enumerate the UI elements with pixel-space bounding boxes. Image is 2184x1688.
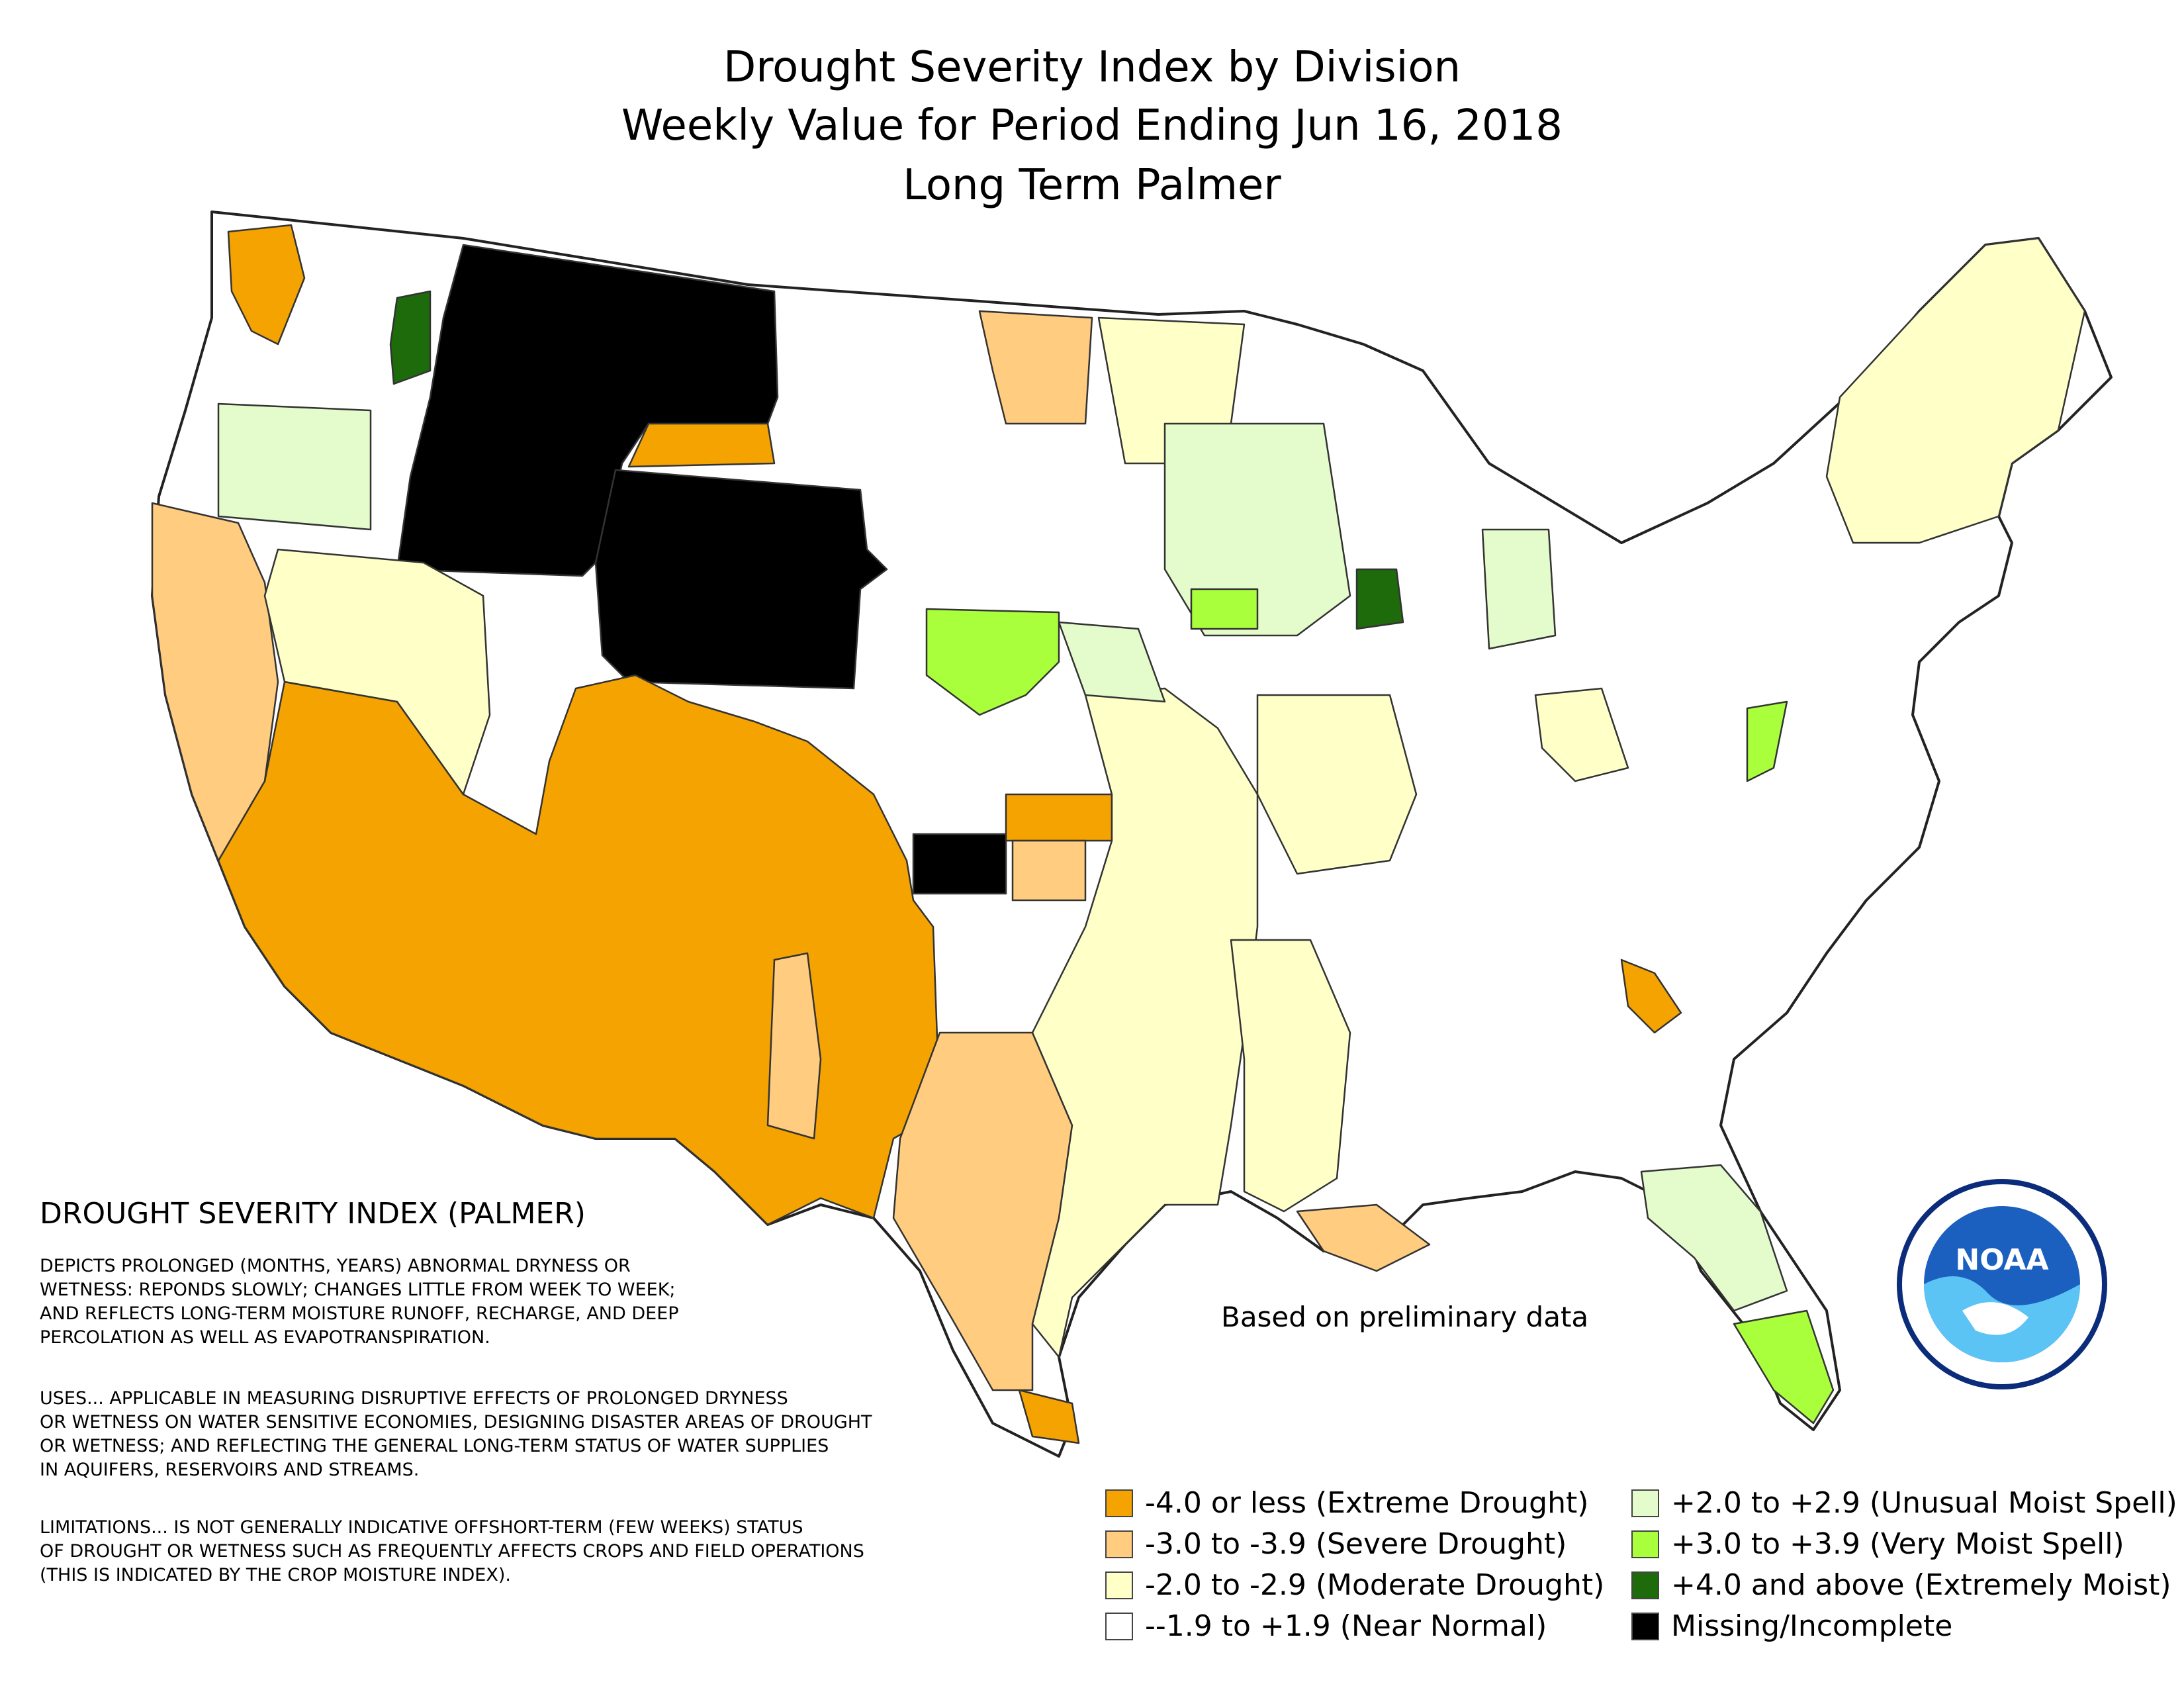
region-extremely-moist-washington [389,290,432,385]
noaa-logo-text: NOAA [1955,1243,2048,1277]
noaa-logo-icon: NOAA [1897,1179,2107,1389]
map-subtitle-period: Weekly Value for Period Ending Jun 16, 2… [621,101,1563,150]
legend-label: -2.0 to -2.9 (Moderate Drought) [1145,1568,1605,1602]
legend-left-column: -4.0 or less (Extreme Drought) -3.0 to -… [1105,1483,1604,1647]
region-severe-drought-louisiana [1296,1203,1431,1272]
region-unusual-moist-nebraska [1058,621,1166,703]
region-moderate-drought-new-england [1825,237,2086,544]
region-unusual-moist-florida [1640,1164,1788,1312]
region-extreme-drought-washington [227,224,306,346]
region-extreme-drought-wyoming-n [627,422,776,468]
legend-item: +2.0 to +2.9 (Unusual Moist Spell) [1631,1483,2177,1524]
legend-label: +2.0 to +2.9 (Unusual Moist Spell) [1671,1486,2177,1520]
region-moderate-drought-plains [1031,687,1259,1358]
region-moderate-drought-nevada [263,548,491,796]
legend-swatch [1631,1571,1659,1599]
map-title: Drought Severity Index by Division [723,43,1461,92]
region-severe-drought-oklahoma [1011,839,1087,902]
region-very-moist-nebraska [925,608,1060,716]
region-severe-drought-california [151,502,279,862]
legend-item: -2.0 to -2.9 (Moderate Drought) [1105,1565,1604,1606]
legend-swatch [1105,1489,1133,1517]
map-subtitle-index: Long Term Palmer [903,161,1281,210]
legend-label: -4.0 or less (Extreme Drought) [1145,1486,1589,1520]
region-unusual-moist-oregon [217,402,372,531]
region-moderate-drought-ohio [1534,687,1629,782]
legend-item: --1.9 to +1.9 (Near Normal) [1105,1606,1604,1647]
legend-item: Missing/Incomplete [1631,1606,2177,1647]
region-extreme-drought-kansas [1005,793,1113,842]
region-unusual-moist-michigan [1481,528,1557,650]
legend-swatch [1631,1489,1659,1517]
legend-swatch [1105,1613,1133,1640]
region-moderate-drought-midwest [1256,694,1418,875]
region-unusual-moist-wisconsin [1163,422,1351,637]
region-missing-kansas-sw [912,833,1007,895]
region-very-moist-iowa [1190,588,1259,630]
region-severe-drought-north-dakota [978,310,1093,425]
limitations-paragraph: LIMITATIONS... IS NOT GENERALLY INDICATI… [40,1517,864,1585]
uses-paragraph: USES... APPLICABLE IN MEASURING DISRUPTI… [40,1388,872,1480]
legend-right-column: +2.0 to +2.9 (Unusual Moist Spell) +3.0 … [1631,1483,2177,1647]
legend-label: --1.9 to +1.9 (Near Normal) [1145,1609,1547,1643]
legend-swatch [1105,1530,1133,1558]
legend-label: +4.0 and above (Extremely Moist) [1671,1568,2171,1602]
region-missing-wyoming [594,469,888,690]
region-moderate-drought-mississippi [1230,939,1351,1213]
legend-swatch [1105,1571,1133,1599]
legend-label: -3.0 to -3.9 (Severe Drought) [1145,1527,1567,1561]
legend-item: +4.0 and above (Extremely Moist) [1631,1565,2177,1606]
legend-swatch [1631,1530,1659,1558]
legend-item: +3.0 to +3.9 (Very Moist Spell) [1631,1524,2177,1565]
legend-swatch [1631,1613,1659,1640]
region-extreme-drought-south-carolina [1620,959,1682,1034]
region-extreme-drought-southwest [217,674,941,1226]
legend-item: -4.0 or less (Extreme Drought) [1105,1483,1604,1524]
legend-heading: DROUGHT SEVERITY INDEX (PALMER) [40,1197,586,1231]
legend-item: -3.0 to -3.9 (Severe Drought) [1105,1524,1604,1565]
preliminary-data-note: Based on preliminary data [1221,1301,1589,1333]
region-severe-drought-new-mexico-east [766,952,822,1140]
region-extreme-drought-texas-south [1018,1389,1080,1444]
region-extremely-moist-wisconsin [1355,568,1404,630]
legend-label: +3.0 to +3.9 (Very Moist Spell) [1671,1527,2124,1561]
region-very-moist-florida-south [1733,1309,1835,1425]
description-paragraph: DEPICTS PROLONGED (MONTHS, YEARS) ABNORM… [40,1256,679,1348]
region-very-moist-virginia [1746,700,1788,782]
legend-label: Missing/Incomplete [1671,1609,1953,1643]
